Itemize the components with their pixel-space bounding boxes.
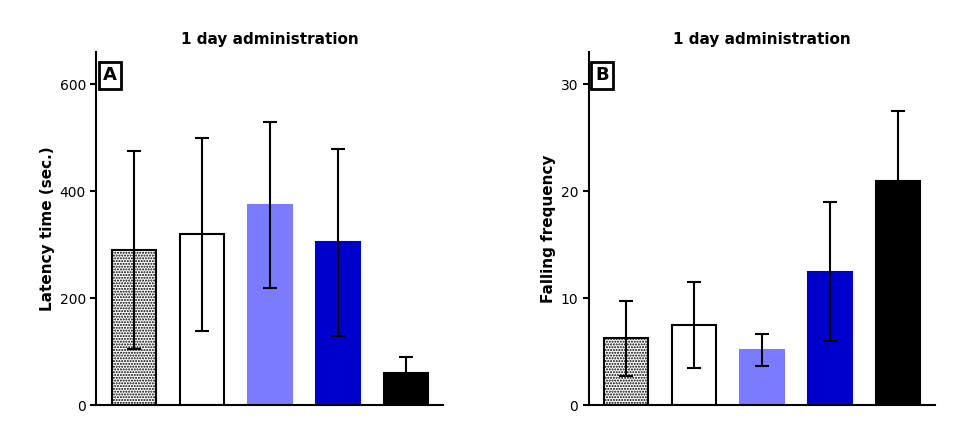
Bar: [603, 338, 648, 405]
Bar: [112, 250, 156, 405]
Text: A: A: [103, 66, 117, 85]
Title: 1 day administration: 1 day administration: [673, 32, 850, 47]
Bar: [875, 181, 920, 405]
Bar: [739, 350, 784, 405]
Bar: [672, 325, 716, 405]
Bar: [603, 338, 648, 405]
Bar: [315, 242, 360, 405]
Text: B: B: [596, 66, 609, 85]
Y-axis label: Latency time (sec.): Latency time (sec.): [40, 146, 56, 311]
Bar: [808, 272, 852, 405]
Y-axis label: Falling frequency: Falling frequency: [542, 155, 556, 303]
Bar: [179, 234, 224, 405]
Bar: [112, 250, 156, 405]
Title: 1 day administration: 1 day administration: [181, 32, 359, 47]
Bar: [384, 373, 428, 405]
Bar: [248, 205, 292, 405]
